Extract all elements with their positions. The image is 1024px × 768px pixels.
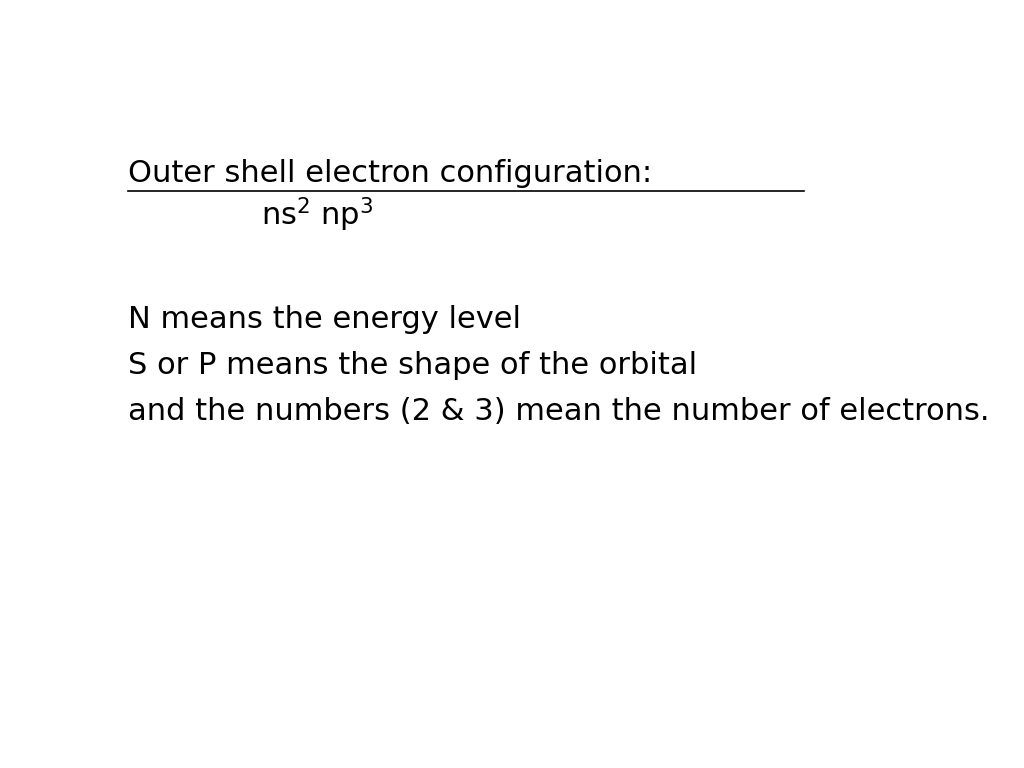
Text: Outer shell electron configuration:: Outer shell electron configuration: <box>128 159 652 188</box>
Text: and the numbers (2 & 3) mean the number of electrons.: and the numbers (2 & 3) mean the number … <box>128 397 989 426</box>
Text: N means the energy level: N means the energy level <box>128 305 521 334</box>
Text: ns$^2$ np$^3$: ns$^2$ np$^3$ <box>261 196 374 234</box>
Text: S or P means the shape of the orbital: S or P means the shape of the orbital <box>128 351 697 380</box>
